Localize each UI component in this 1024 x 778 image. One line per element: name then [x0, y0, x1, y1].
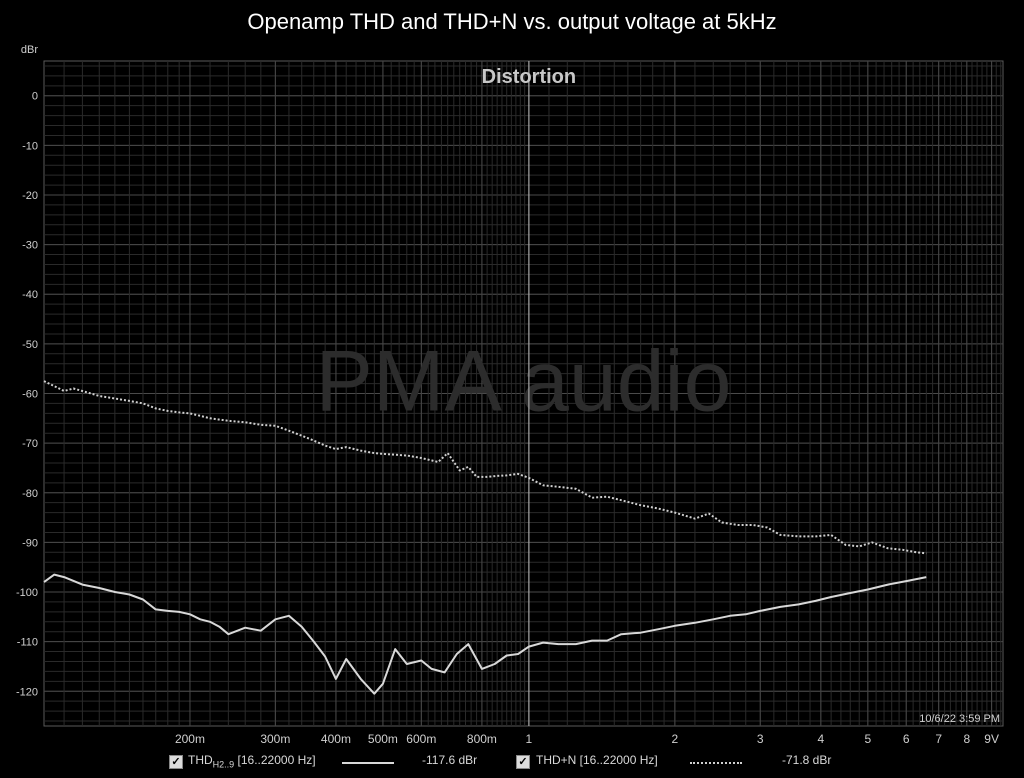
y-tick-label: -100: [16, 587, 38, 599]
x-tick-label: 8: [963, 732, 970, 746]
x-tick-label: 4: [817, 732, 824, 746]
y-tick-label: -30: [22, 240, 38, 252]
x-tick-label: 2: [672, 732, 679, 746]
thdn-legend-line: [690, 762, 742, 764]
thd-legend-line: [342, 762, 394, 764]
y-axis-label: dBr: [21, 44, 38, 56]
chart-title: Openamp THD and THD+N vs. output voltage…: [247, 9, 777, 34]
thdn-legend-label: THD+N [16..22000 Hz]: [536, 753, 658, 767]
y-tick-label: -70: [22, 438, 38, 450]
x-tick-label: 200m: [175, 732, 205, 746]
y-tick-label: -120: [16, 686, 38, 698]
x-tick-label: 3: [757, 732, 764, 746]
x-tick-label: 1: [526, 732, 533, 746]
y-tick-label: -60: [22, 389, 38, 401]
thdn-legend-value: -71.8 dBr: [782, 753, 832, 767]
x-tick-label: 400m: [321, 732, 351, 746]
distortion-chart: 0 -10 -20 -30 -40 -50 -60 -70 -80 -90 -100 -110 -120…: [16, 44, 1004, 746]
y-tick-label: -10: [22, 140, 38, 152]
x-tick-label: 7: [935, 732, 942, 746]
y-tick-label: 0: [32, 91, 38, 103]
thd-series-line: [43, 573, 927, 695]
x-tick-label: 9V: [984, 732, 999, 746]
y-tick-label: -40: [22, 289, 38, 301]
y-tick-label: -110: [17, 637, 38, 649]
thdn-series-line: [43, 380, 927, 555]
thdn-checkbox[interactable]: ✓: [516, 755, 530, 769]
timestamp: 10/6/22 3:59 PM: [919, 713, 1000, 725]
y-tick-label: -20: [22, 190, 38, 202]
x-tick-label: 800m: [467, 732, 497, 746]
x-tick-label: 300m: [260, 732, 290, 746]
thd-legend-label: THDH2..9 [16..22000 Hz]: [188, 753, 316, 769]
y-tick-label: -80: [22, 488, 38, 500]
x-tick-label: 500m: [368, 732, 398, 746]
y-tick-label: -90: [22, 537, 38, 549]
plot-label: Distortion: [482, 66, 576, 88]
thd-label-sub: H2..9: [212, 759, 235, 770]
y-tick-label: -50: [22, 339, 38, 351]
legend: ✓ THDH2..9 [16..22000 Hz] -117.6 dBr ✓ T…: [0, 752, 1024, 776]
x-tick-label: 5: [864, 732, 871, 746]
watermark: PMA audio: [316, 334, 732, 430]
x-tick-label: 6: [903, 732, 910, 746]
thd-legend-value: -117.6 dBr: [422, 753, 478, 767]
thd-label-range: [16..22000 Hz]: [234, 753, 316, 767]
thd-checkbox[interactable]: ✓: [169, 755, 183, 769]
thd-label: THD: [188, 753, 213, 767]
x-tick-label: 600m: [406, 732, 436, 746]
